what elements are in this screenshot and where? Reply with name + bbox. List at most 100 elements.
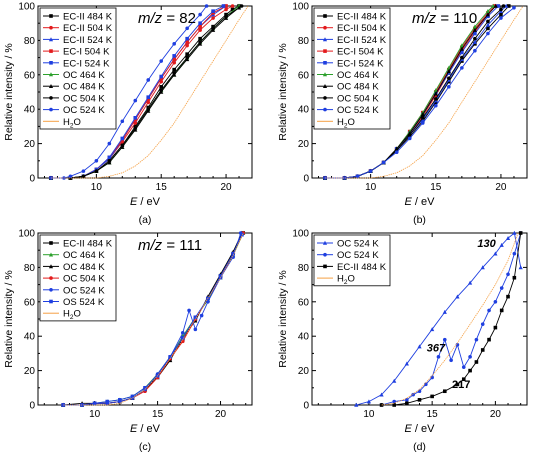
mz-annotation: m/z = 111 bbox=[138, 237, 202, 254]
legend-item: EC-II 504 K bbox=[43, 23, 113, 34]
legend-item: EC-II 524 K bbox=[317, 35, 387, 46]
x-axis-label-unit: / eV bbox=[137, 423, 160, 435]
legend-marker bbox=[49, 107, 53, 112]
y-tick-label: 100 bbox=[292, 2, 309, 13]
legend-label: OC 464 K bbox=[63, 250, 105, 261]
series-line bbox=[51, 5, 249, 179]
legend-marker bbox=[49, 25, 53, 30]
x-tick-label: 20 bbox=[495, 182, 507, 193]
legend-item: OC 524 K bbox=[317, 105, 379, 116]
legend-marker bbox=[323, 252, 327, 257]
legend-marker bbox=[49, 288, 53, 292]
data-point bbox=[81, 174, 86, 179]
legend-item: H2O bbox=[43, 309, 81, 321]
data-point bbox=[94, 169, 99, 173]
data-point bbox=[420, 112, 425, 117]
data-point bbox=[130, 394, 135, 399]
legend-item: OC 464 K bbox=[317, 70, 379, 81]
data-point bbox=[172, 42, 176, 46]
legend-label: EC-I 504 K bbox=[63, 47, 110, 58]
data-point bbox=[455, 294, 460, 299]
data-point bbox=[394, 150, 399, 154]
series-3 bbox=[381, 232, 519, 406]
data-point bbox=[240, 232, 244, 237]
data-point bbox=[61, 403, 65, 407]
x-axis-label-var: E bbox=[405, 196, 413, 208]
data-point bbox=[411, 392, 415, 397]
data-point bbox=[81, 169, 86, 173]
y-tick-label: 100 bbox=[18, 2, 35, 13]
legend-item: OC 484 K bbox=[43, 82, 105, 93]
legend-label-part: H bbox=[337, 117, 344, 128]
data-point bbox=[436, 355, 441, 359]
legend-label-subscript: 2 bbox=[70, 122, 74, 129]
legend-label: H2O bbox=[337, 274, 355, 287]
legend-marker bbox=[48, 264, 54, 269]
x-tick-label: 10 bbox=[363, 409, 375, 420]
data-point bbox=[499, 308, 504, 313]
legend-marker bbox=[322, 72, 328, 77]
legend-label: OC 484 K bbox=[63, 262, 105, 273]
data-point bbox=[433, 97, 438, 101]
data-point bbox=[133, 126, 138, 130]
data-point bbox=[467, 280, 473, 285]
legend-item: H2O bbox=[317, 117, 355, 129]
legend-label: OS 524 K bbox=[63, 297, 105, 308]
data-point bbox=[417, 398, 422, 402]
data-point bbox=[185, 40, 189, 44]
y-tick-label: 0 bbox=[29, 401, 35, 412]
legend-item: OC 504 K bbox=[43, 93, 105, 104]
y-tick-label: 20 bbox=[298, 139, 310, 150]
legend-label: EC-II 484 K bbox=[63, 239, 113, 250]
data-point bbox=[379, 403, 384, 407]
data-point bbox=[493, 325, 498, 330]
data-annotation: 130 bbox=[477, 238, 496, 250]
data-point bbox=[468, 368, 472, 373]
legend-label: OC 504 K bbox=[337, 93, 379, 104]
data-point bbox=[405, 398, 409, 402]
data-point bbox=[230, 4, 235, 8]
legend-marker bbox=[322, 37, 328, 42]
data-point bbox=[480, 348, 485, 352]
y-tick-label: 60 bbox=[298, 70, 310, 81]
data-point bbox=[107, 159, 112, 163]
x-axis-label-unit: / eV bbox=[137, 196, 160, 208]
chart-panel-2: 0 20 40 60 80 100 10 15 20 E / eV Relative intensi… bbox=[3, 229, 253, 453]
legend-label-part: O bbox=[74, 309, 81, 320]
legend-marker bbox=[49, 299, 53, 304]
data-point bbox=[518, 265, 523, 270]
legend-item: EC-I 524 K bbox=[43, 58, 110, 69]
x-axis-label-var: E bbox=[130, 196, 138, 208]
x-axis-label: E / eV bbox=[405, 423, 436, 435]
data-point bbox=[461, 377, 466, 381]
legend-label: OC 504 K bbox=[63, 274, 105, 285]
data-point bbox=[486, 19, 490, 24]
data-point bbox=[455, 343, 460, 347]
data-point bbox=[185, 43, 189, 48]
data-point bbox=[118, 398, 122, 402]
data-point bbox=[198, 24, 202, 29]
data-point bbox=[379, 392, 384, 397]
chart-panel-0: 0 20 40 60 80 100 10 15 20 E / eV Relative intensi… bbox=[3, 2, 253, 226]
mz-annotation-var: m/z bbox=[138, 237, 163, 254]
series-2 bbox=[379, 231, 523, 407]
legend-item: OC 464 K bbox=[43, 70, 105, 81]
legend-marker bbox=[322, 240, 328, 245]
legend-item: EC-II 484 K bbox=[43, 239, 113, 250]
legend-label: OC 524 K bbox=[337, 105, 379, 116]
data-point bbox=[172, 67, 176, 72]
data-point bbox=[442, 389, 447, 394]
data-point bbox=[430, 394, 434, 399]
data-point bbox=[231, 251, 235, 256]
legend-item: OC 464 K bbox=[43, 250, 105, 261]
data-point bbox=[185, 36, 189, 41]
legend-item: H2O bbox=[317, 274, 355, 287]
data-point bbox=[506, 294, 510, 299]
data-point bbox=[499, 286, 504, 290]
data-point bbox=[62, 176, 66, 180]
mz-annotation-value: = 110 bbox=[436, 10, 477, 27]
legend-label: EC-II 484 K bbox=[337, 12, 387, 23]
data-point bbox=[392, 403, 397, 407]
legend-marker bbox=[322, 84, 328, 88]
